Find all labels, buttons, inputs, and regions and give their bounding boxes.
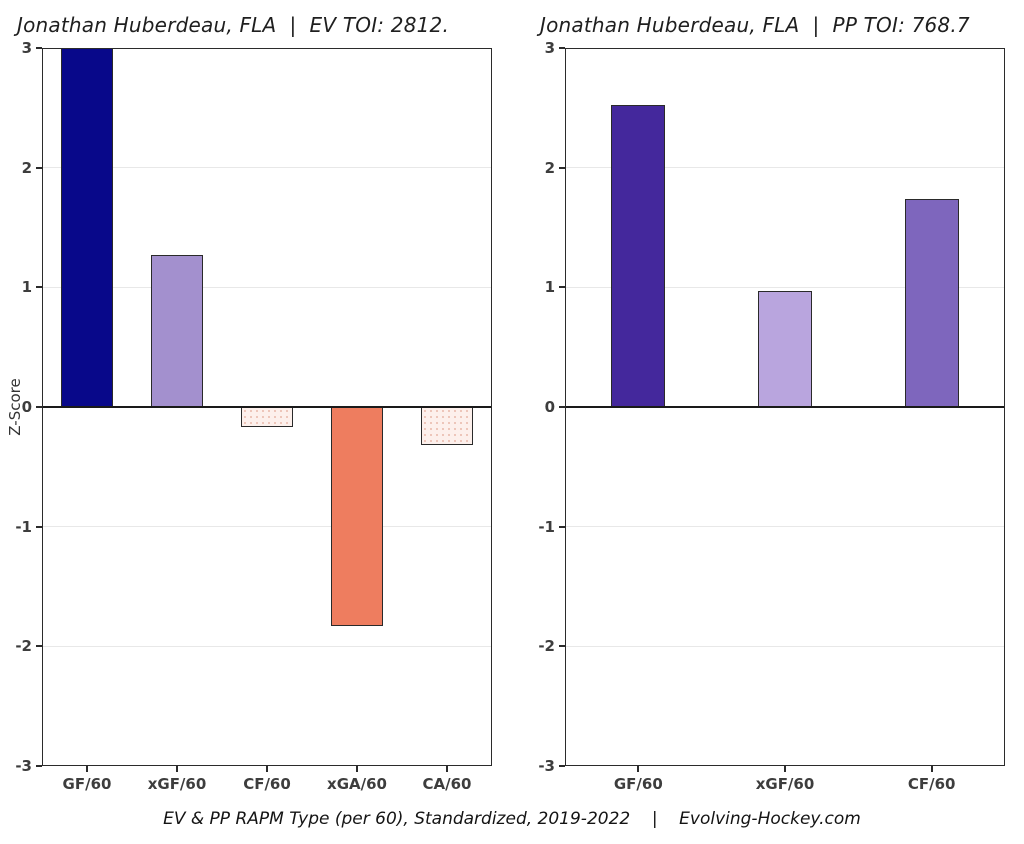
figure-caption: EV & PP RAPM Type (per 60), Standardized… — [163, 809, 861, 829]
y-tick-label: -3 — [538, 757, 555, 775]
y-tick-label: -2 — [15, 637, 32, 656]
x-tick-label: xGF/60 — [755, 775, 815, 793]
y-tick-label: 2 — [21, 158, 32, 177]
bar-gf-60 — [611, 105, 665, 407]
y-gridline — [565, 166, 1005, 169]
x-tick-label: GF/60 — [62, 775, 112, 793]
panel-border — [42, 48, 492, 766]
y-axis-tick — [36, 645, 42, 648]
pp-rapm-chart-panel: 3 2 1 0 -1 -2 -3 GF/60 xGF/60 CF/60 — [538, 39, 1005, 793]
x-tick-label: CF/60 — [243, 775, 291, 793]
y-axis-tick — [559, 525, 565, 528]
y-tick-label: 0 — [544, 398, 555, 416]
y-gridline — [42, 286, 492, 289]
bar-cf-60 — [905, 198, 959, 407]
x-tick-label: GF/60 — [613, 775, 663, 793]
x-axis-tick — [930, 766, 933, 772]
bar-ca-60 — [421, 407, 473, 446]
y-axis-tick — [36, 47, 42, 49]
ev-chart-title: Jonathan Huberdeau, FLA | EV TOI: 2812. — [17, 13, 450, 37]
y-gridline — [42, 645, 492, 648]
y-tick-label: 3 — [21, 39, 32, 57]
y-tick-label: 1 — [544, 278, 555, 297]
x-axis-tick — [356, 766, 358, 772]
y-tick-label: 3 — [544, 39, 555, 57]
y-tick-label: -1 — [15, 517, 32, 536]
x-axis-tick — [446, 766, 448, 772]
y-axis-tick — [559, 286, 565, 289]
y-axis-tick — [559, 166, 565, 169]
y-axis-tick — [36, 166, 42, 169]
x-axis-tick — [86, 766, 88, 772]
y-tick-label: 1 — [21, 278, 32, 297]
x-tick-label: CA/60 — [422, 775, 472, 793]
y-gridline — [42, 525, 492, 528]
y-tick-label: -1 — [538, 517, 555, 536]
y-axis-tick — [36, 765, 42, 767]
bar-cf-60 — [241, 407, 293, 428]
x-axis-tick — [176, 766, 178, 772]
bar-xgf-60 — [151, 255, 203, 407]
bar-xga-60 — [331, 407, 383, 626]
y-axis-tick — [36, 286, 42, 289]
y-tick-label: -3 — [15, 757, 32, 775]
bar-gf-60 — [61, 48, 113, 407]
ev-rapm-chart-panel: 3 2 1 0 -1 -2 -3 GF/60 xGF/60 CF/60 xGA/60 CA/60 — [15, 39, 492, 793]
y-gridline — [565, 286, 1005, 289]
y-gridline — [42, 166, 492, 169]
y-axis-tick — [559, 406, 565, 408]
x-axis-tick — [266, 766, 268, 772]
y-gridline — [565, 645, 1005, 648]
y-axis-tick — [36, 406, 42, 408]
pp-chart-title: Jonathan Huberdeau, FLA | PP TOI: 768.7 — [540, 13, 970, 37]
x-axis-tick — [637, 766, 640, 772]
x-tick-label: xGF/60 — [147, 775, 207, 793]
y-axis-tick — [559, 47, 565, 49]
y-tick-label: -2 — [538, 637, 555, 656]
zero-baseline — [565, 406, 1005, 408]
y-gridline — [565, 525, 1005, 528]
y-axis-tick — [559, 645, 565, 648]
zero-baseline — [42, 406, 492, 408]
panel-border — [565, 48, 1005, 766]
x-tick-label: CF/60 — [907, 775, 956, 793]
y-axis-tick — [559, 765, 565, 767]
x-tick-label: xGA/60 — [327, 775, 387, 793]
x-axis-tick — [784, 766, 786, 772]
y-tick-label: 0 — [21, 398, 32, 416]
y-axis-tick — [36, 525, 42, 528]
y-tick-label: 2 — [544, 158, 555, 177]
